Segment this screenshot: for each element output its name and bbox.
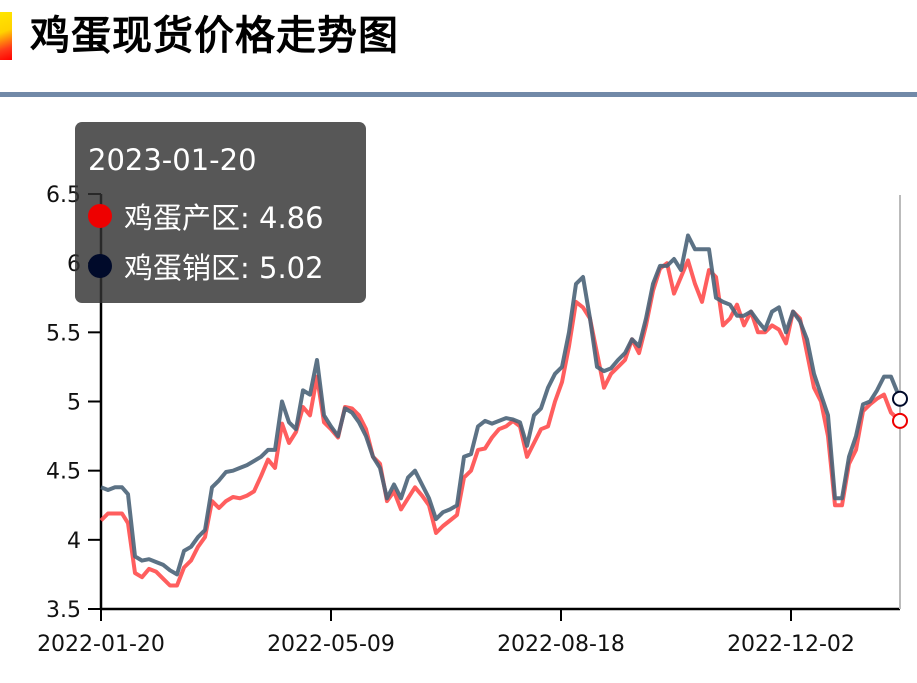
hover-marker-selling-area <box>892 390 908 407</box>
x-tick-label: 2022-01-20 <box>37 632 165 657</box>
x-axis: 2022-01-20 2022-05-09 2022-08-18 2022-12-02 <box>37 607 900 657</box>
chart-tooltip: 2023-01-20 鸡蛋产区: 4.86 鸡蛋销区: 5.02 <box>75 122 366 303</box>
gradient-bar-icon <box>0 12 12 60</box>
legend-dot-icon <box>88 204 112 228</box>
x-tick-label: 2022-12-02 <box>727 632 855 657</box>
tooltip-row-producing-area: 鸡蛋产区: 4.86 <box>88 196 324 236</box>
hover-marker-producing-area <box>892 412 908 429</box>
x-tick-label: 2022-08-18 <box>497 632 625 657</box>
tooltip-label: 鸡蛋销区: 5.02 <box>124 251 324 285</box>
series-line-producing-area[interactable] <box>99 258 902 588</box>
series-line-selling-area[interactable] <box>100 233 902 577</box>
y-tick-label: 4.5 <box>46 460 81 485</box>
y-tick-label: 4 <box>67 529 81 554</box>
title-divider <box>0 92 917 97</box>
x-tick-label: 2022-05-09 <box>267 632 395 657</box>
tooltip-label: 鸡蛋产区: 4.86 <box>124 201 324 235</box>
y-tick-label: 5.5 <box>46 321 81 346</box>
page-title: 鸡蛋现货价格走势图 <box>30 13 399 59</box>
tooltip-row-selling-area: 鸡蛋销区: 5.02 <box>88 246 324 286</box>
legend-dot-icon <box>88 254 112 278</box>
tooltip-date: 2023-01-20 <box>88 143 257 177</box>
title-bar: 鸡蛋现货价格走势图 <box>0 0 917 97</box>
y-tick-label: 5 <box>67 391 81 416</box>
y-tick-label: 3.5 <box>46 598 81 623</box>
